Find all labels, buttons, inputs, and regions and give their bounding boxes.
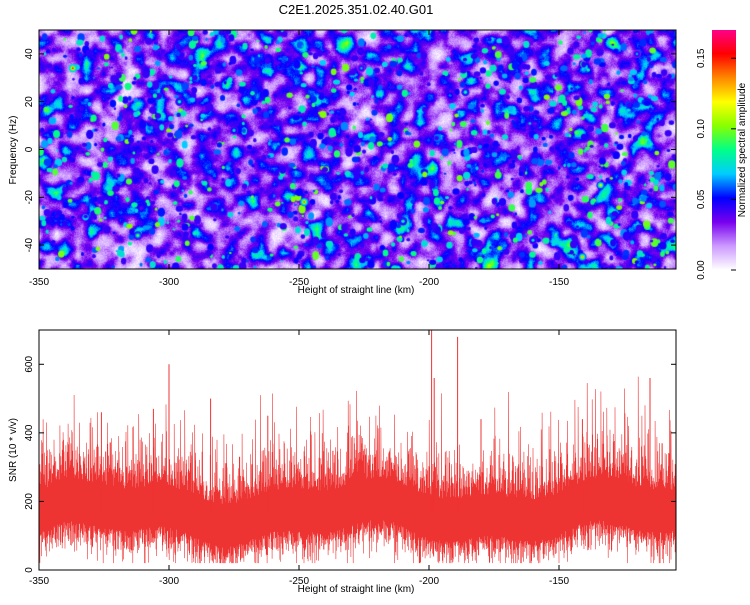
snr-y-tick-label: 0 — [24, 567, 35, 573]
snr-x-tick-label: -200 — [419, 576, 439, 587]
snr-panel: -350 -300 -250 -200 -150 0 200 400 600 Height o… — [8, 329, 677, 595]
colorbar-ramp — [712, 30, 736, 270]
colorbar-tick-label: 0.00 — [696, 260, 707, 280]
snr-y-tick-label: 200 — [24, 493, 35, 510]
spectrogram-canvas — [39, 30, 676, 269]
snr-y-tick-label: 600 — [24, 356, 35, 373]
colorbar-tick-label: 0.15 — [696, 48, 707, 68]
spectrogram-x-tick-label: -350 — [29, 277, 49, 288]
spectrogram-y-ticks: -40 -20 0 20 40 — [24, 48, 676, 252]
spectrogram-y-tick-label: 0 — [24, 146, 35, 152]
spectrogram-x-ticks: -350 -300 -250 -200 -150 — [29, 30, 569, 288]
spectrogram-xlabel: Height of straight line (km) — [298, 285, 415, 296]
spectrogram-y-tick-label: -40 — [24, 237, 35, 252]
snr-y-tick-label: 400 — [24, 424, 35, 441]
spectrogram-y-tick-label: 20 — [24, 96, 35, 108]
spectrogram-y-tick-label: 40 — [24, 48, 35, 60]
colorbar: 0.00 0.05 0.10 0.15 Normalized spectral amp… — [696, 30, 748, 280]
chart-title: C2E1.2025.351.02.40.G01 — [279, 2, 434, 17]
snr-x-tick-label: -300 — [159, 576, 179, 587]
snr-peaks — [100, 330, 651, 512]
spectrogram-heatmap — [39, 30, 676, 269]
snr-x-tick-label: -350 — [29, 576, 49, 587]
snr-x-ticks: -350 -300 -250 -200 -150 — [29, 330, 569, 587]
snr-xlabel: Height of straight line (km) — [298, 584, 415, 595]
snr-series-line — [38, 376, 677, 564]
spectrogram-x-tick-label: -300 — [159, 277, 179, 288]
colorbar-ticks: 0.00 0.05 0.10 0.15 — [696, 48, 736, 280]
snr-y-ticks: 0 200 400 600 — [24, 356, 676, 573]
spectrogram-x-tick-label: -250 — [289, 277, 309, 288]
snr-ylabel: SNR (10 * v/v) — [8, 418, 19, 482]
spectrogram-x-tick-label: -150 — [549, 277, 569, 288]
colorbar-tick-label: 0.10 — [696, 119, 707, 139]
colorbar-label: Normalized spectral amplitude — [737, 82, 748, 217]
snr-x-tick-label: -150 — [549, 576, 569, 587]
snr-frame — [38, 329, 677, 571]
colorbar-tick-label: 0.05 — [696, 189, 707, 209]
spectrogram-x-tick-label: -200 — [419, 277, 439, 288]
spectrogram-ylabel: Frequency (Hz) — [8, 116, 19, 185]
spectrogram-y-tick-label: -20 — [24, 190, 35, 205]
snr-x-tick-label: -250 — [289, 576, 309, 587]
